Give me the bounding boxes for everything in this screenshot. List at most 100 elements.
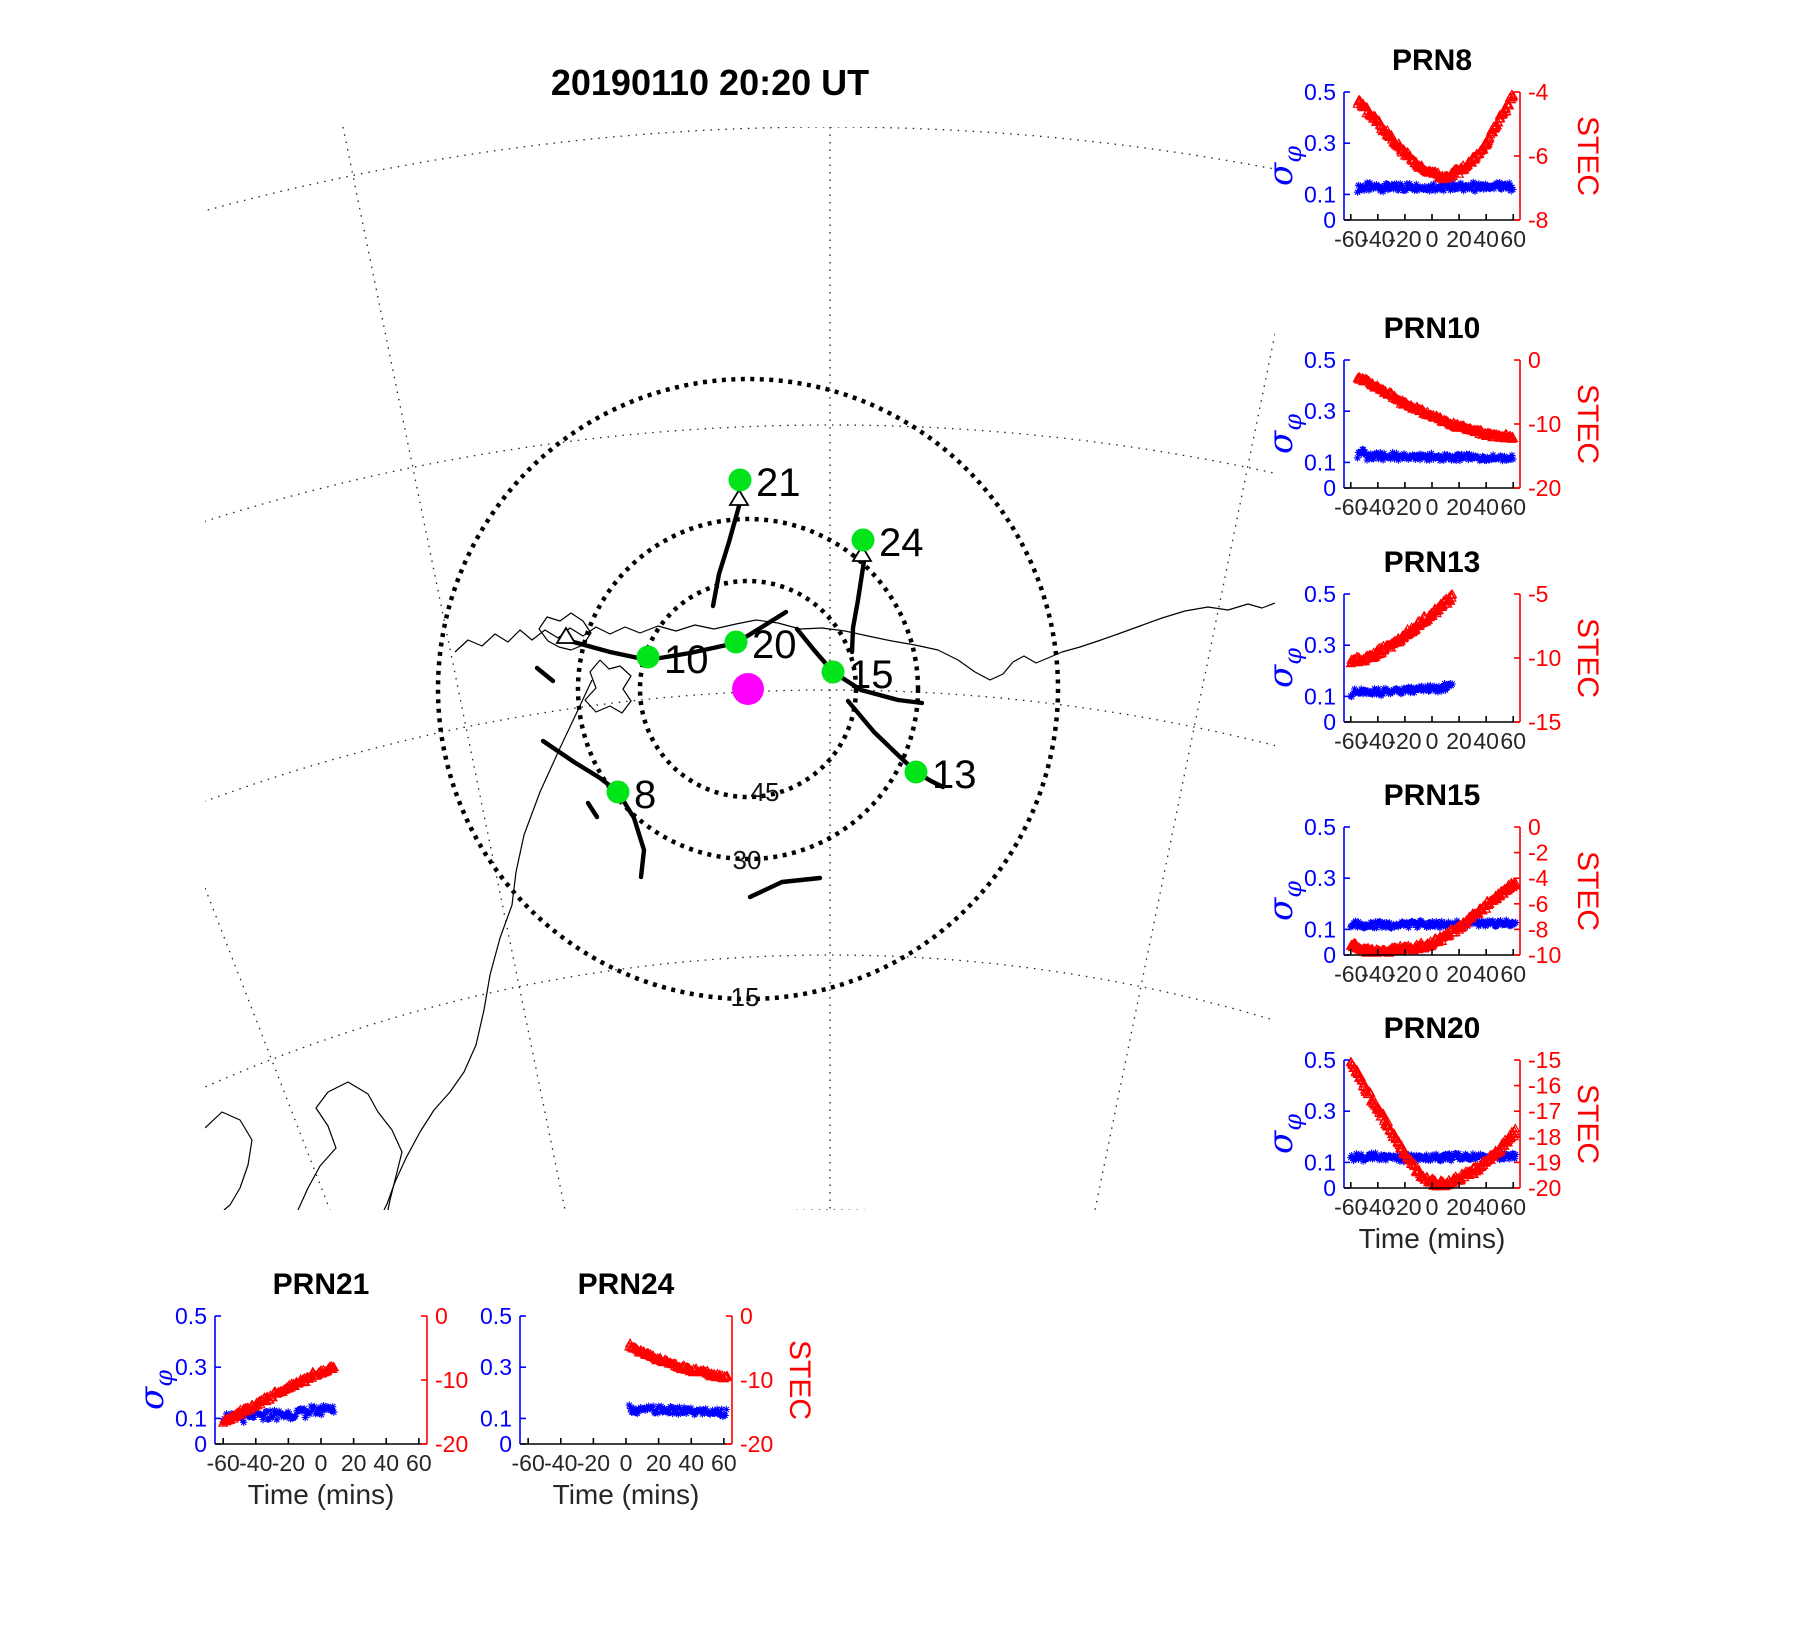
svg-text:40: 40 — [1473, 1194, 1499, 1220]
satellite-tracks — [534, 503, 946, 900]
sigma-phi-series — [1353, 178, 1517, 196]
sigma-phi-axis-label: σφ — [1261, 1114, 1307, 1154]
svg-text:-17: -17 — [1528, 1098, 1561, 1124]
svg-text:-15: -15 — [1528, 709, 1561, 735]
stec-series — [624, 1338, 733, 1383]
stec-series — [1345, 877, 1522, 957]
svg-text:0.5: 0.5 — [175, 1303, 207, 1329]
svg-text:40: 40 — [1473, 728, 1499, 754]
sigma-phi-axis-label: σφ — [1261, 648, 1307, 688]
svg-text:-6: -6 — [1528, 891, 1548, 917]
satellite-label: 21 — [756, 461, 801, 505]
svg-text:-8: -8 — [1528, 916, 1548, 942]
svg-text:-40: -40 — [1361, 961, 1394, 987]
svg-text:40: 40 — [1473, 961, 1499, 987]
svg-text:-18: -18 — [1528, 1124, 1561, 1150]
subplot-PRN15: 00.10.30.5-60-40-20 0 20 40 600-2-4-6-8-10PR… — [1261, 779, 1604, 987]
svg-text:-40: -40 — [1361, 226, 1394, 252]
svg-text:0.3: 0.3 — [1304, 130, 1336, 156]
svg-text:0: 0 — [1426, 728, 1439, 754]
svg-text:-20: -20 — [577, 1450, 610, 1476]
sigma-phi-axis-label: σφ — [1261, 146, 1307, 186]
svg-text:-20: -20 — [1388, 961, 1421, 987]
svg-text:20: 20 — [646, 1450, 672, 1476]
series — [624, 1338, 733, 1421]
axes: 00.10.30.5-60-40-20 0 20 40 60-15-16-17-18-1… — [1304, 1047, 1561, 1220]
svg-text:-5: -5 — [1528, 581, 1548, 607]
subplot-PRN21: 00.10.30.5-60 -40 -20 0 20 40 600-10-20PRN21σφ… — [132, 1268, 468, 1510]
svg-text:20: 20 — [341, 1450, 367, 1476]
svg-text:40: 40 — [1473, 494, 1499, 520]
svg-text:0: 0 — [315, 1450, 328, 1476]
satellite-label: 10 — [664, 638, 709, 682]
svg-text:0: 0 — [1426, 494, 1439, 520]
sigma-phi-axis-label: σφ — [132, 1370, 178, 1410]
svg-text:0: 0 — [1426, 961, 1439, 987]
svg-text:-20: -20 — [1528, 1175, 1561, 1201]
subplot-title: PRN20 — [1384, 1012, 1481, 1045]
svg-text:-60: -60 — [1334, 728, 1367, 754]
svg-text:0: 0 — [1323, 207, 1336, 233]
svg-text:-15: -15 — [1528, 1047, 1561, 1073]
svg-text:20: 20 — [1446, 1194, 1472, 1220]
svg-text:-40: -40 — [1361, 1194, 1394, 1220]
svg-text:-10: -10 — [1528, 411, 1561, 437]
svg-text:0.1: 0.1 — [1304, 916, 1336, 942]
svg-text:60: 60 — [1500, 494, 1526, 520]
graticule — [205, 127, 1275, 1210]
svg-text:-20: -20 — [1528, 475, 1561, 501]
svg-text:0: 0 — [435, 1303, 448, 1329]
map-title: 20190110 20:20 UT — [550, 62, 870, 103]
svg-text:-40: -40 — [239, 1450, 272, 1476]
stec-axis-label: STEC — [1571, 618, 1604, 698]
svg-text:-20: -20 — [1388, 1194, 1421, 1220]
svg-text:60: 60 — [1500, 1194, 1526, 1220]
svg-text:-40: -40 — [1361, 494, 1394, 520]
satellite-label: 20 — [752, 623, 797, 667]
series — [1345, 588, 1458, 701]
svg-text:-20: -20 — [1388, 494, 1421, 520]
time-axis-label: Time (mins) — [248, 1479, 395, 1510]
satellite-label: 8 — [634, 773, 656, 817]
svg-text:20: 20 — [1446, 728, 1472, 754]
svg-text:40: 40 — [1473, 226, 1499, 252]
svg-text:0: 0 — [1323, 709, 1336, 735]
stec-series — [1352, 89, 1519, 184]
svg-text:-60: -60 — [1334, 961, 1367, 987]
svg-text:0: 0 — [194, 1431, 207, 1457]
elevation-ring-label: 30 — [733, 845, 762, 875]
svg-text:0: 0 — [620, 1450, 633, 1476]
svg-text:0.3: 0.3 — [1304, 398, 1336, 424]
svg-text:0.3: 0.3 — [1304, 1098, 1336, 1124]
sigma-phi-axis-label: σφ — [1261, 414, 1307, 454]
stec-axis-label: STEC — [1571, 1084, 1604, 1164]
series — [1352, 371, 1519, 465]
svg-text:20: 20 — [1446, 494, 1472, 520]
svg-text:0.5: 0.5 — [1304, 1047, 1336, 1073]
svg-text:-4: -4 — [1528, 79, 1549, 105]
svg-text:0.5: 0.5 — [1304, 347, 1336, 373]
satellite-label: 24 — [879, 521, 924, 565]
svg-text:-20: -20 — [272, 1450, 305, 1476]
svg-text:0.1: 0.1 — [1304, 1149, 1336, 1175]
svg-text:-60: -60 — [512, 1450, 545, 1476]
satellite-label: 13 — [932, 753, 977, 797]
svg-text:0.5: 0.5 — [480, 1303, 512, 1329]
svg-text:0: 0 — [499, 1431, 512, 1457]
svg-text:-10: -10 — [740, 1367, 773, 1393]
svg-text:0.1: 0.1 — [1304, 449, 1336, 475]
svg-text:0.3: 0.3 — [1304, 632, 1336, 658]
svg-text:-60: -60 — [1334, 494, 1367, 520]
svg-text:0.1: 0.1 — [175, 1405, 207, 1431]
satellite-label: 15 — [849, 653, 894, 697]
series — [1345, 877, 1522, 957]
stec-axis-label: STEC — [1571, 851, 1604, 931]
stec-series — [217, 1360, 340, 1427]
svg-text:0.5: 0.5 — [1304, 79, 1336, 105]
svg-text:-8: -8 — [1528, 207, 1548, 233]
svg-text:0: 0 — [1528, 814, 1541, 840]
subplot-PRN20: 00.10.30.5-60-40-20 0 20 40 60-15-16-17-18-1… — [1261, 1012, 1604, 1254]
svg-text:60: 60 — [1500, 728, 1526, 754]
